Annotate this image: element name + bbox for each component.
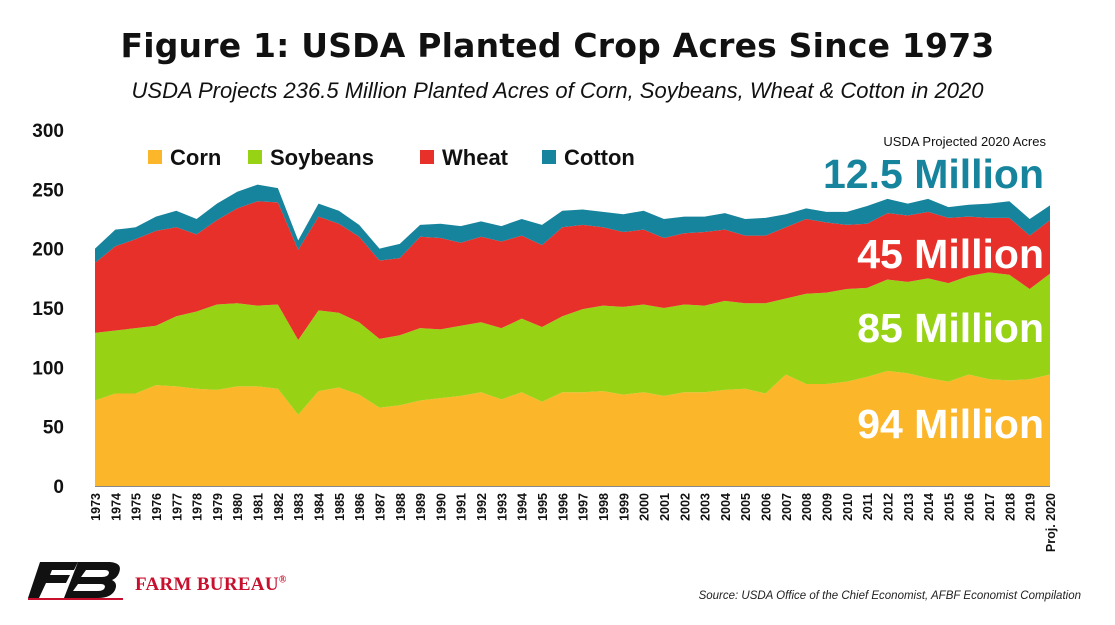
x-tick-label: 1985 xyxy=(333,493,347,521)
y-tick-label: 100 xyxy=(32,358,64,379)
legend-swatch-wheat xyxy=(420,150,434,164)
x-tick-label: 1995 xyxy=(536,493,550,521)
y-tick-label: 0 xyxy=(53,477,64,498)
x-tick-label: 2018 xyxy=(1003,493,1017,521)
x-tick-label: 2002 xyxy=(678,493,692,521)
x-tick-label: 1996 xyxy=(556,493,570,521)
area-soybeans xyxy=(95,272,1050,415)
legend-swatch-soybeans xyxy=(248,150,262,164)
legend-swatch-cotton xyxy=(542,150,556,164)
y-axis: 0 50 100 150 200 250 300 xyxy=(32,121,64,498)
x-tick-label: 2004 xyxy=(719,493,733,521)
y-tick-label: 200 xyxy=(32,240,64,261)
annotation-corn: 94 Million xyxy=(857,401,1044,447)
projection-header: USDA Projected 2020 Acres xyxy=(883,134,1046,149)
x-tick-label: 1987 xyxy=(373,493,387,521)
x-tick-label: 1999 xyxy=(617,493,631,521)
y-tick-label: 50 xyxy=(43,418,64,439)
x-tick-label: 2006 xyxy=(760,493,774,521)
annotation-wheat: 45 Million xyxy=(857,231,1044,277)
x-tick-label: 2003 xyxy=(699,493,713,521)
x-tick-label: 2000 xyxy=(638,493,652,521)
x-tick-label: 1991 xyxy=(455,493,469,521)
x-tick-label: 1998 xyxy=(597,493,611,521)
x-tick-label: 1977 xyxy=(170,493,184,521)
x-tick-label: 1975 xyxy=(130,493,144,521)
x-tick-label: 1983 xyxy=(292,493,306,521)
x-tick-label: 1980 xyxy=(231,493,245,521)
y-tick-label: 250 xyxy=(32,180,64,201)
brand-registered-mark: ® xyxy=(278,574,287,586)
brand-text: FARM BUREAU xyxy=(135,574,279,595)
y-tick-label: 300 xyxy=(32,121,64,142)
x-tick-label: 1976 xyxy=(150,493,164,521)
legend-label-corn: Corn xyxy=(170,145,221,170)
x-tick-label: 1982 xyxy=(272,493,286,521)
x-tick-label: 1993 xyxy=(495,493,509,521)
chart-subtitle: USDA Projects 236.5 Million Planted Acre… xyxy=(131,78,984,103)
source-note: Source: USDA Office of the Chief Economi… xyxy=(698,590,1081,602)
x-tick-label: 1997 xyxy=(577,493,591,521)
x-tick-label: 1989 xyxy=(414,493,428,521)
x-tick-label: 2001 xyxy=(658,493,672,521)
x-tick-label: 2019 xyxy=(1024,493,1038,521)
x-axis: 1973 1974 1975 1976 1977 1978 1979 1980 1981 1982… xyxy=(89,486,1058,552)
x-tick-label: 2008 xyxy=(800,493,814,521)
x-tick-label: 2015 xyxy=(942,493,956,521)
x-tick-label: Proj. 2020 xyxy=(1044,493,1058,552)
x-tick-label: 2013 xyxy=(902,493,916,521)
x-tick-label: 1990 xyxy=(434,493,448,521)
x-tick-label: 2012 xyxy=(881,493,895,521)
annotations: USDA Projected 2020 Acres 12.5 Million 45 … xyxy=(823,134,1046,447)
x-tick-label: 1981 xyxy=(252,493,266,521)
legend: Corn Soybeans Wheat Cotton xyxy=(148,145,635,170)
legend-label-cotton: Cotton xyxy=(564,145,635,170)
chart-title: Figure 1: USDA Planted Crop Acres Since … xyxy=(120,26,995,65)
x-tick-label: 2016 xyxy=(963,493,977,521)
x-tick-label: 1979 xyxy=(211,493,225,521)
x-tick-label: 2007 xyxy=(780,493,794,521)
legend-label-wheat: Wheat xyxy=(442,145,509,170)
area-corn xyxy=(95,370,1050,486)
x-tick-label: 1973 xyxy=(89,493,103,521)
x-tick-label: 2011 xyxy=(861,493,875,520)
x-tick-label: 2017 xyxy=(983,493,997,521)
area-wheat xyxy=(95,201,1050,341)
legend-swatch-corn xyxy=(148,150,162,164)
area-cotton xyxy=(95,184,1050,263)
x-tick-label: 1978 xyxy=(191,493,205,521)
x-tick-label: 1974 xyxy=(109,493,123,521)
annotation-soybeans: 85 Million xyxy=(857,305,1044,351)
x-tick-label: 2005 xyxy=(739,493,753,521)
area-layer xyxy=(95,184,1050,486)
x-tick-label: 2009 xyxy=(820,493,834,521)
annotation-cotton: 12.5 Million xyxy=(823,151,1044,197)
farm-bureau-logo-icon xyxy=(28,562,123,600)
x-tick-label: 2014 xyxy=(922,493,936,521)
x-tick-label: 1994 xyxy=(516,493,530,521)
y-tick-label: 150 xyxy=(32,299,64,320)
x-tick-label: 1984 xyxy=(313,493,327,521)
x-tick-label: 1992 xyxy=(475,493,489,521)
x-tick-label: 1986 xyxy=(353,493,367,521)
brand-name: FARM BUREAU® xyxy=(135,574,287,596)
x-tick-label: 2010 xyxy=(841,493,855,521)
x-tick-label: 1988 xyxy=(394,493,408,521)
legend-label-soybeans: Soybeans xyxy=(270,145,374,170)
